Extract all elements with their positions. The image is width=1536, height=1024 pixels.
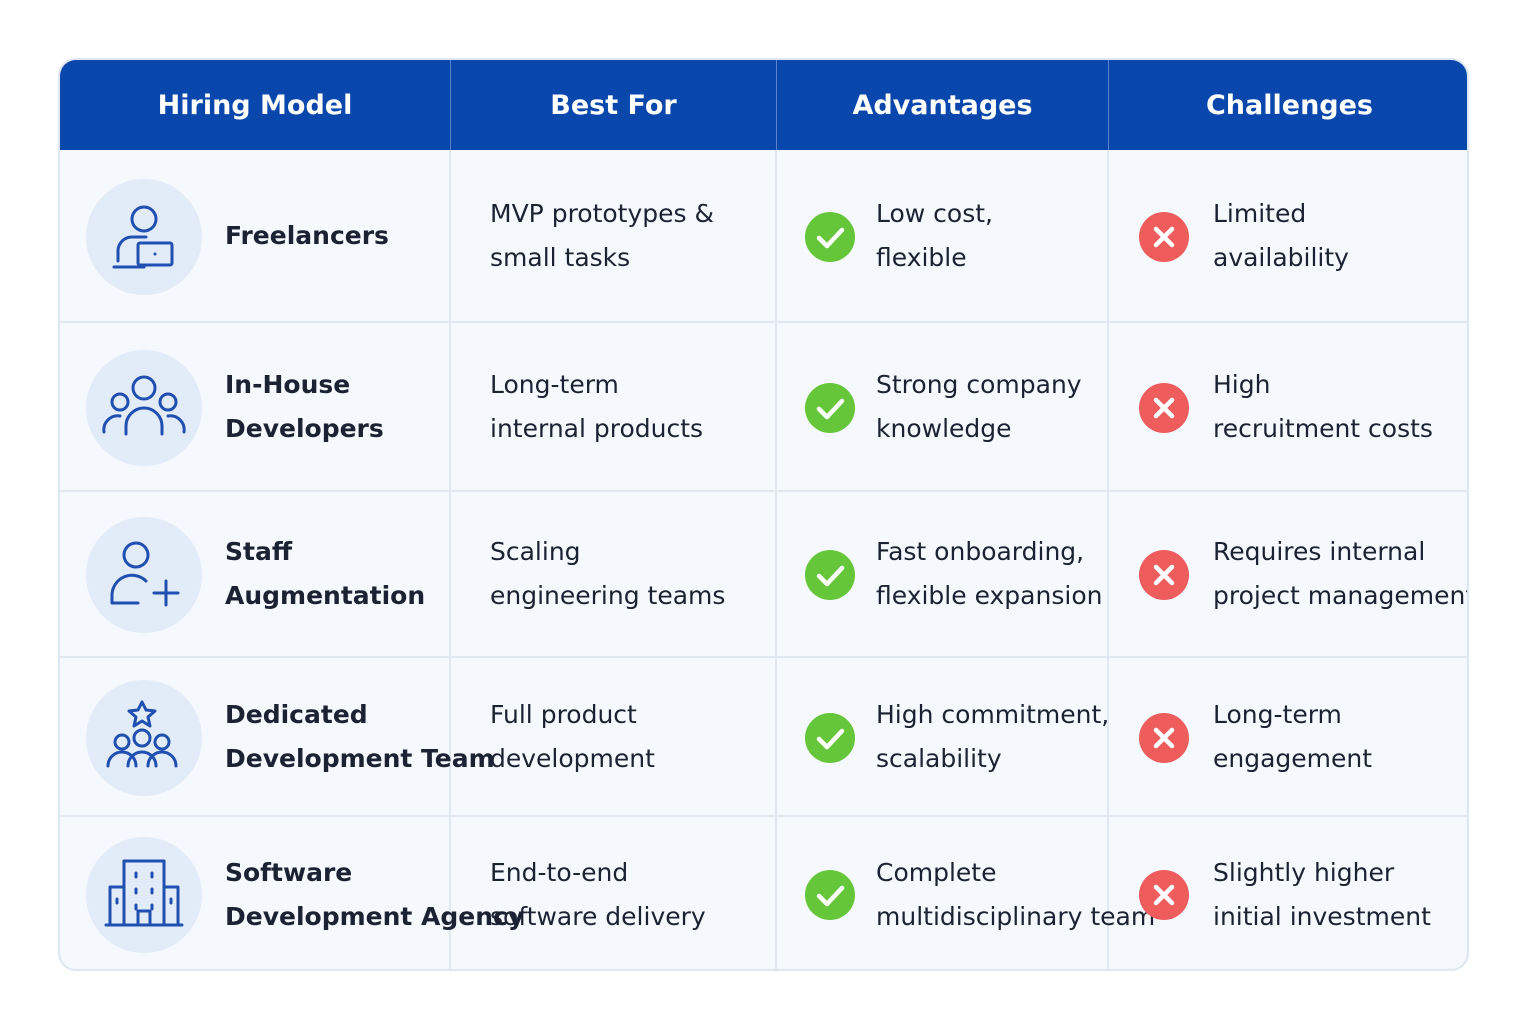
cell-text: engineering teams	[490, 581, 726, 610]
cell-text: internal products	[490, 413, 704, 443]
check-icon	[805, 550, 855, 600]
cell-text: initial investment	[1213, 902, 1431, 931]
cell-text: Long-term	[490, 369, 619, 399]
cell-text: End-to-end	[490, 858, 629, 887]
best-for-cell: Scaling engineering teams	[451, 492, 777, 658]
cross-icon	[1139, 712, 1189, 763]
advantages-cell: Low cost, flexible	[777, 150, 1109, 323]
challenges-cell: Requires internal project management	[1109, 492, 1469, 658]
check-icon	[805, 211, 855, 262]
cross-glyph	[1153, 727, 1175, 748]
cell-text: Developers	[225, 413, 384, 443]
best-for-cell: End-to-end software delivery	[451, 817, 777, 969]
comparison-table: Hiring Model Best For Advantages Challenges…	[58, 58, 1469, 971]
cross-glyph	[1153, 564, 1175, 586]
cell-text: Development Team	[225, 743, 495, 773]
cell-text: Staff	[225, 537, 293, 566]
cell-text: Strong company	[876, 369, 1082, 399]
cell-text: Fast onboarding,	[876, 537, 1085, 566]
cell-text: Complete	[876, 858, 997, 887]
cell-text: High commitment,	[876, 699, 1110, 729]
icon-glyph	[112, 205, 174, 268]
icon-glyph	[102, 375, 186, 435]
challenges-cell: Long-term engagement	[1109, 658, 1467, 817]
best-for-cell: MVP prototypes & small tasks	[451, 150, 777, 323]
cell-text: development	[490, 743, 655, 773]
model-icon	[86, 837, 202, 953]
check-glyph	[816, 227, 845, 248]
cell-text: Low cost,	[876, 198, 993, 228]
cell-text: Freelancers	[225, 220, 389, 250]
icon-glyph	[106, 700, 178, 767]
cell-text: Augmentation	[225, 581, 426, 610]
cross-glyph	[1153, 884, 1175, 906]
challenges-cell: Slightly higher initial investment	[1109, 817, 1467, 969]
cell-text: flexible	[876, 242, 967, 272]
cross-icon	[1139, 550, 1189, 600]
cell-text: recruitment costs	[1213, 413, 1433, 443]
cross-glyph	[1153, 397, 1175, 418]
check-icon	[805, 712, 855, 763]
column-header: Hiring Model	[60, 60, 451, 150]
cell-text: In-House	[225, 369, 351, 399]
icon-glyph	[104, 859, 184, 927]
cell-text: multidisciplinary team	[876, 902, 1156, 931]
cell-text: Slightly higher	[1213, 858, 1395, 887]
best-for-cell: Long-term internal products	[451, 323, 777, 492]
cell-text: knowledge	[876, 413, 1012, 443]
check-glyph	[816, 398, 845, 419]
cell-text: Dedicated	[225, 699, 368, 729]
model-cell: Staff Augmentation	[60, 492, 451, 658]
check-icon	[805, 382, 855, 433]
cell-text: software delivery	[490, 902, 706, 931]
challenges-cell: Limited availability	[1109, 150, 1467, 323]
column-header: Advantages	[777, 60, 1109, 150]
cell-text: Software	[225, 858, 353, 887]
icon-glyph	[110, 541, 180, 607]
cell-text: High	[1213, 369, 1271, 399]
check-glyph	[816, 885, 845, 907]
cell-text: Development Agency	[225, 902, 525, 931]
advantages-cell: Strong company knowledge	[777, 323, 1109, 492]
cell-text: flexible expansion	[876, 581, 1103, 610]
cross-glyph	[1153, 226, 1175, 247]
advantages-cell: High commitment, scalability	[777, 658, 1109, 817]
cell-text: Full product	[490, 699, 637, 729]
model-icon	[86, 178, 202, 295]
check-glyph	[816, 728, 845, 749]
check-glyph	[816, 565, 845, 587]
cell-text: project management	[1213, 581, 1469, 610]
model-cell: In-House Developers	[60, 323, 451, 492]
cell-text: Scaling	[490, 537, 581, 566]
cell-text: Long-term	[1213, 699, 1342, 729]
challenges-cell: High recruitment costs	[1109, 323, 1467, 492]
check-icon	[805, 870, 855, 920]
cell-text: engagement	[1213, 743, 1373, 773]
model-cell: Dedicated Development Team	[60, 658, 495, 817]
cross-icon	[1139, 382, 1189, 433]
cross-icon	[1139, 870, 1189, 920]
column-header: Challenges	[1109, 60, 1467, 150]
cell-text: MVP prototypes &	[490, 198, 714, 228]
model-icon	[86, 679, 202, 796]
advantages-cell: Complete multidisciplinary team	[777, 817, 1156, 969]
cell-text: small tasks	[490, 242, 631, 272]
model-icon	[86, 517, 202, 633]
column-header: Best For	[451, 60, 777, 150]
cell-text: Requires internal	[1213, 537, 1426, 566]
model-cell: Freelancers	[60, 150, 451, 323]
model-icon	[86, 349, 202, 466]
model-cell: Software Development Agency	[60, 817, 525, 969]
cell-text: scalability	[876, 743, 1002, 773]
cross-icon	[1139, 211, 1189, 262]
best-for-cell: Full product development	[451, 658, 777, 817]
advantages-cell: Fast onboarding, flexible expansion	[777, 492, 1109, 658]
cell-text: availability	[1213, 242, 1349, 272]
cell-text: Limited	[1213, 198, 1307, 228]
